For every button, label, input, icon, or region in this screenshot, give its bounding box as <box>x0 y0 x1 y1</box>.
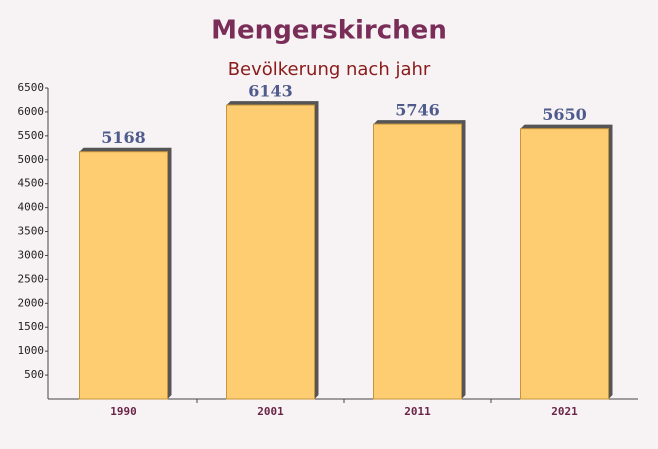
x-tick-label: 2001 <box>257 405 284 418</box>
y-tick-label: 3000 <box>18 248 45 261</box>
y-tick-label: 3500 <box>18 225 45 238</box>
x-tick-label: 2021 <box>551 405 578 418</box>
y-tick-label: 6000 <box>18 105 45 118</box>
y-tick-label: 5000 <box>18 153 45 166</box>
chart-subtitle: Bevölkerung nach jahr <box>228 59 431 80</box>
y-tick-label: 2500 <box>18 272 45 285</box>
bar <box>226 104 315 400</box>
y-tick-label: 2000 <box>18 296 45 309</box>
chart-title: Mengerskirchen <box>211 16 447 46</box>
y-tick-label: 6500 <box>18 81 45 94</box>
y-tick-label: 5500 <box>18 129 45 142</box>
y-tick-label: 4500 <box>18 177 45 190</box>
value-label: 5650 <box>542 105 587 124</box>
y-tick-label: 4000 <box>18 201 45 214</box>
value-label: 6143 <box>248 82 293 101</box>
x-tick-label: 2011 <box>404 405 431 418</box>
y-tick-label: 1500 <box>18 320 45 333</box>
y-tick-label: 500 <box>24 368 44 381</box>
x-tick-label: 1990 <box>110 405 137 418</box>
value-label: 5168 <box>101 128 146 147</box>
y-tick-label: 1000 <box>18 344 45 357</box>
bar <box>373 123 462 400</box>
bar <box>520 128 609 400</box>
bar <box>79 151 168 400</box>
value-label: 5746 <box>395 101 440 120</box>
